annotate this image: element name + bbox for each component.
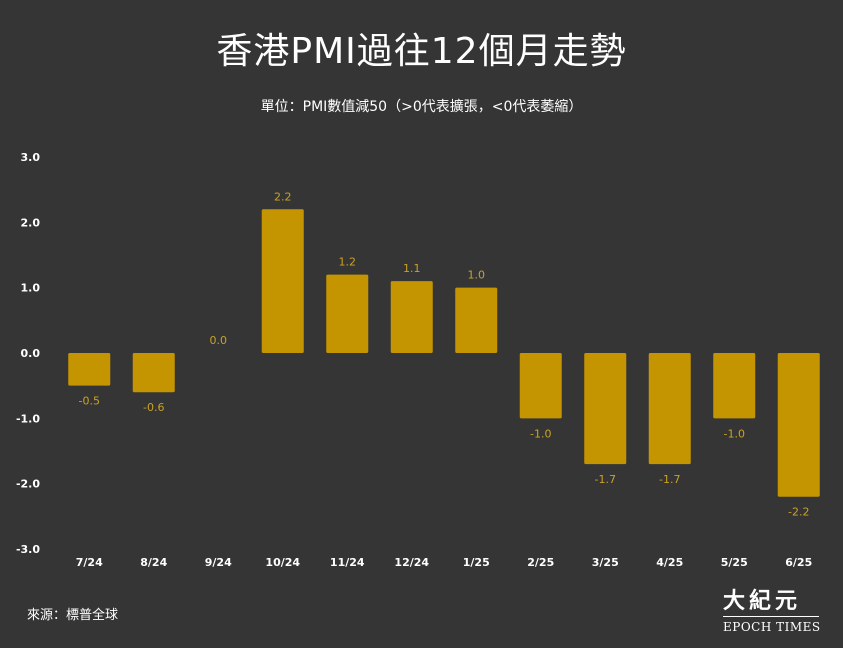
data-label: 0.0 xyxy=(210,334,228,347)
x-tick-label: 8/24 xyxy=(140,556,167,569)
data-label: 1.2 xyxy=(339,256,357,269)
data-label: -0.5 xyxy=(79,395,100,408)
y-tick-label: 0.0 xyxy=(21,347,41,360)
bar xyxy=(68,353,111,386)
epoch-times-logo: 大紀元 EPOCH TIMES xyxy=(723,588,823,636)
data-label: 2.2 xyxy=(274,190,292,203)
bar xyxy=(584,353,627,465)
bar xyxy=(713,353,756,419)
y-tick-label: 2.0 xyxy=(21,216,41,229)
source-note: 來源：標普全球 xyxy=(27,608,119,623)
data-label: -2.2 xyxy=(788,506,809,519)
bar xyxy=(390,281,433,353)
bar xyxy=(455,287,498,353)
bar xyxy=(261,209,304,353)
logo-chinese-text: 大紀元 xyxy=(723,588,802,614)
x-tick-label: 1/25 xyxy=(463,556,490,569)
y-tick-label: -2.0 xyxy=(16,478,40,491)
data-label: -1.0 xyxy=(724,427,745,440)
logo-english-text: EPOCH TIMES xyxy=(723,620,821,634)
y-tick-label: 1.0 xyxy=(21,282,41,295)
bar xyxy=(648,353,691,465)
x-tick-label: 6/25 xyxy=(785,556,812,569)
x-tick-label: 10/24 xyxy=(265,556,300,569)
x-tick-label: 4/25 xyxy=(656,556,683,569)
data-label: -0.6 xyxy=(143,401,164,414)
x-tick-label: 5/25 xyxy=(721,556,748,569)
chart-subtitle: 單位：PMI數值減50（>0代表擴張，<0代表萎縮） xyxy=(260,99,583,115)
x-tick-label: 12/24 xyxy=(394,556,429,569)
bar xyxy=(132,353,175,393)
x-tick-label: 2/25 xyxy=(527,556,554,569)
y-tick-label: -1.0 xyxy=(16,412,40,425)
data-label: -1.0 xyxy=(530,427,551,440)
data-label: -1.7 xyxy=(595,473,616,486)
bar xyxy=(777,353,820,497)
data-label: 1.0 xyxy=(468,269,486,282)
y-tick-label: 3.0 xyxy=(21,151,41,164)
x-tick-label: 11/24 xyxy=(330,556,365,569)
bar xyxy=(326,274,369,353)
x-tick-label: 7/24 xyxy=(76,556,103,569)
data-label: -1.7 xyxy=(659,473,680,486)
logo-divider xyxy=(723,616,819,617)
x-tick-label: 9/24 xyxy=(205,556,232,569)
x-tick-label: 3/25 xyxy=(592,556,619,569)
data-label: 1.1 xyxy=(403,262,421,275)
chart-title: 香港PMI過往12個月走勢 xyxy=(216,31,627,72)
y-tick-label: -3.0 xyxy=(16,543,40,556)
bar xyxy=(519,353,562,419)
